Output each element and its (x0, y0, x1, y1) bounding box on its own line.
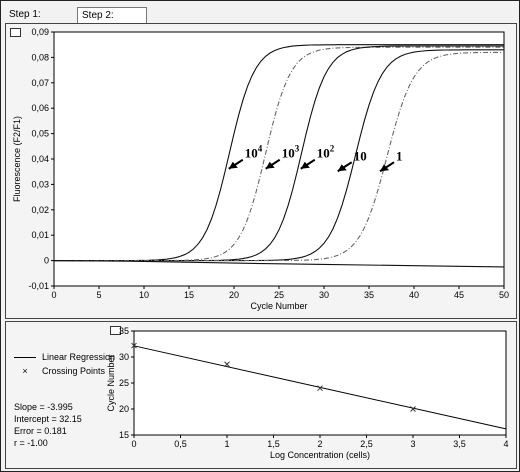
y-tick-label: 20 (119, 404, 129, 414)
crossing-point-2 (317, 385, 323, 392)
concentration-label-4: 1 (396, 148, 403, 163)
y-axis-title: Cycle Number (106, 354, 116, 411)
standard-curve-panel: Linear Regression × Crossing Points Slope… (5, 321, 517, 469)
x-tick-label: 3,5 (453, 439, 466, 449)
y-tick-label: 0,05 (31, 129, 49, 139)
y-tick-label: 0,04 (31, 154, 49, 164)
y-tick-label: 30 (119, 352, 129, 362)
x-axis-title: Cycle Number (250, 301, 307, 311)
standard-curve-chart: 0 0,5 1 1,5 2 2,5 3 3,5 4 15 20 25 30 35 Log Concentra… (106, 326, 509, 460)
tab-baseline[interactable]: Step 1: Baseline (9, 9, 47, 36)
regression-line (133, 345, 507, 430)
x-tick-label: 45 (454, 290, 464, 300)
x-tick-label: 1,5 (267, 439, 280, 449)
crossing-point-icon: × (22, 366, 28, 376)
y-tick-label: 0,02 (31, 205, 49, 215)
x-tick-label: 10 (139, 290, 149, 300)
x-tick-label: 0 (51, 290, 56, 300)
regression-line-icon (14, 357, 36, 359)
annotation-arrowhead (228, 161, 238, 169)
legend-regression-label: Linear Regression (42, 352, 116, 362)
concentration-label-3: 10 (354, 148, 367, 163)
error-text: Error = 0.181 (14, 426, 67, 436)
concentration-exponent: 2 (330, 144, 335, 154)
amplification-curve-4 (54, 51, 504, 262)
x-axis-title: Log Concentration (cells) (270, 450, 370, 460)
legend-regression: Linear Regression (14, 352, 115, 363)
x-tick-label: 20 (229, 290, 239, 300)
x-tick-label: 15 (184, 290, 194, 300)
crossing-point-1 (224, 361, 230, 368)
x-tick-label: 35 (364, 290, 374, 300)
x-tick-label: 30 (319, 290, 329, 300)
zoom-icon[interactable] (110, 326, 121, 335)
amplification-chart: 0 5 10 15 20 25 30 35 40 45 50-0,0100,010,020,030,… (12, 27, 509, 311)
concentration-exponent: 3 (295, 144, 300, 154)
concentration-exponent: 4 (258, 144, 263, 154)
y-tick-label: 35 (119, 326, 129, 336)
y-tick-label: 25 (119, 378, 129, 388)
x-tick-label: 50 (499, 290, 509, 300)
y-tick-label: -0,01 (28, 281, 49, 291)
y-tick-label: 0,07 (31, 78, 49, 88)
tab-analysis[interactable]: Step 2: Analysis (77, 7, 147, 37)
y-tick-label: 0,09 (31, 27, 49, 37)
x-tick-label: 2 (317, 439, 322, 449)
x-tick-label: 1 (224, 439, 229, 449)
x-tick-label: 0,5 (174, 439, 187, 449)
intercept-text: Intercept = 32.15 (14, 414, 82, 424)
crossing-point-stroke (224, 361, 230, 368)
slope-text: Slope = -3.995 (14, 402, 73, 412)
y-tick-label: 15 (119, 430, 129, 440)
amplification-plot-panel: 0 5 10 15 20 25 30 35 40 45 50 -0,01 0 0,01 0,02 0,03 0,… (5, 23, 517, 319)
x-tick-label: 40 (409, 290, 419, 300)
x-tick-label: 2,5 (360, 439, 373, 449)
y-tick-label: 0,08 (31, 52, 49, 62)
y-tick-label: 0,06 (31, 103, 49, 113)
y-tick-label: 0,01 (31, 230, 49, 240)
zoom-icon[interactable] (10, 28, 21, 37)
legend-points-label: Crossing Points (42, 366, 106, 376)
x-tick-label: 4 (503, 439, 508, 449)
legend-points: × Crossing Points (14, 366, 105, 377)
annotation-arrowhead (380, 164, 389, 172)
y-axis-title: Fluorescence (F2/F1) (12, 116, 22, 202)
r-text: r = -1.00 (14, 438, 48, 448)
x-tick-label: 3 (410, 439, 415, 449)
amplification-curve-5 (53, 260, 505, 268)
y-tick-label: 0,03 (31, 179, 49, 189)
crossing-point-stroke (410, 406, 416, 412)
crossing-point-stroke (131, 342, 137, 349)
crossing-point-3 (410, 406, 416, 412)
annotation-arrowhead (337, 164, 347, 172)
y-tick-label: 0 (44, 256, 49, 266)
x-tick-label: 25 (274, 290, 284, 300)
crossing-point-stroke (317, 385, 323, 392)
plot-area (133, 330, 507, 436)
annotation-arrowhead (265, 161, 275, 169)
annotation-arrowhead (300, 161, 310, 169)
x-tick-label: 0 (131, 439, 136, 449)
crossing-point-0 (131, 342, 137, 349)
x-tick-label: 5 (96, 290, 101, 300)
